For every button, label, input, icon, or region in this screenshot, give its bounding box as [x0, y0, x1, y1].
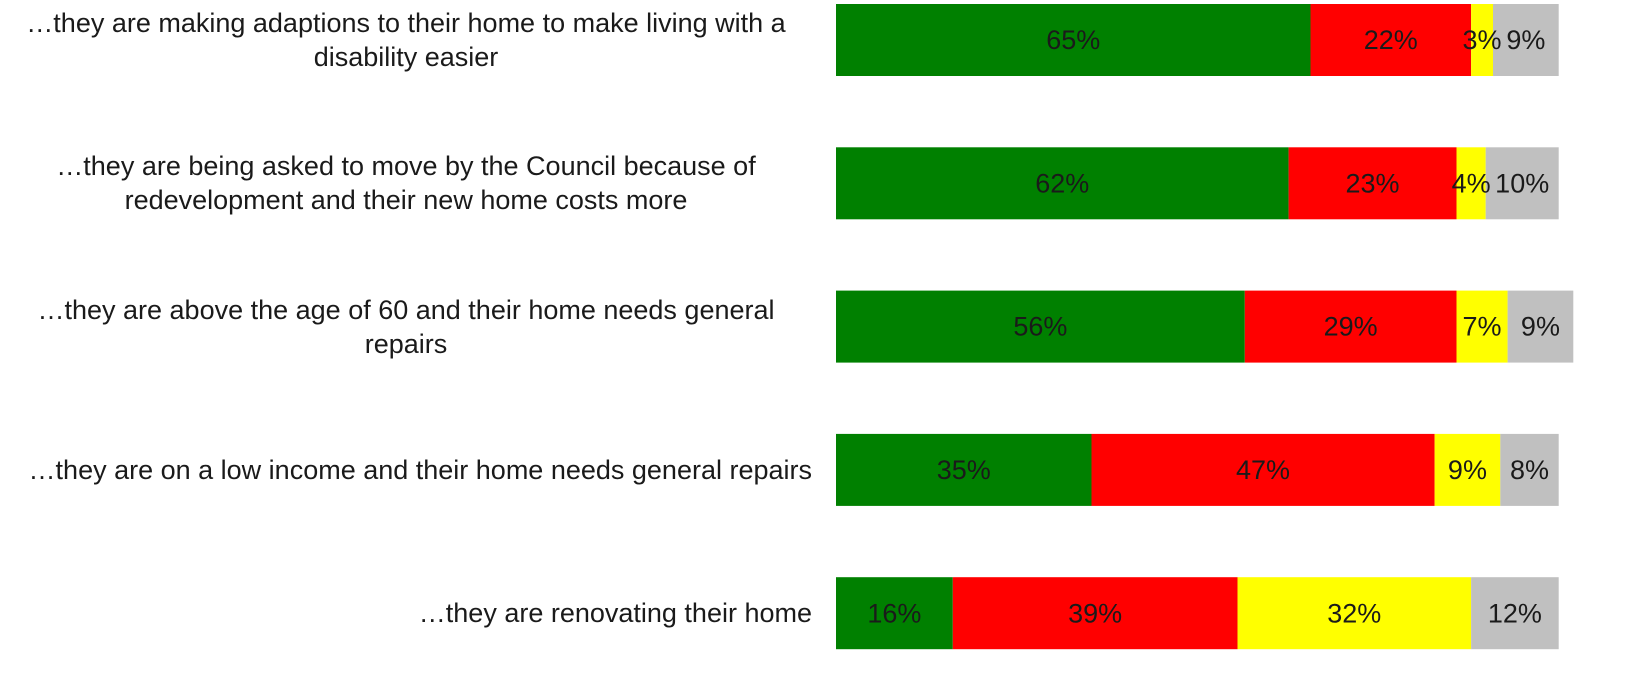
bar-segment	[1237, 577, 1472, 650]
category-text: …they are renovating their home	[418, 598, 812, 629]
category-label: …they are above the age of 60 and their …	[0, 282, 812, 372]
bar-segment	[1244, 290, 1457, 363]
bar-segment	[1434, 433, 1501, 506]
bar-segment	[1507, 290, 1574, 363]
value-label: 35%	[937, 455, 991, 485]
bar-segment	[1091, 433, 1435, 506]
category-text: …they are making adaptions to their home…	[26, 8, 786, 72]
value-label: 56%	[1013, 312, 1067, 342]
bar-segment	[836, 4, 1311, 76]
bar-segment	[836, 290, 1245, 363]
bar-segment	[1485, 147, 1559, 220]
value-label: 9%	[1448, 455, 1487, 485]
value-label: 9%	[1506, 25, 1545, 55]
bar-segment	[1456, 147, 1486, 220]
category-label: …they are being asked to move by the Cou…	[0, 138, 812, 228]
value-label: 9%	[1521, 312, 1560, 342]
value-label: 3%	[1463, 25, 1502, 55]
category-label: …they are making adaptions to their home…	[0, 0, 812, 85]
bar-segment	[1493, 4, 1559, 76]
value-label: 4%	[1452, 168, 1491, 198]
category-text: …they are on a low income and their home…	[28, 454, 812, 485]
value-label: 39%	[1068, 598, 1122, 628]
value-label: 16%	[867, 598, 921, 628]
bar-segment	[1500, 433, 1559, 506]
bar-segment	[836, 147, 1289, 220]
value-label: 22%	[1364, 25, 1418, 55]
bar-segment	[1471, 4, 1493, 76]
bar-segment	[1288, 147, 1457, 220]
value-label: 10%	[1495, 168, 1549, 198]
category-label: …they are renovating their home	[0, 568, 812, 658]
value-label: 47%	[1236, 455, 1290, 485]
value-label: 7%	[1463, 312, 1502, 342]
value-label: 12%	[1488, 598, 1542, 628]
category-label: …they are on a low income and their home…	[0, 425, 812, 515]
category-text: …they are above the age of 60 and their …	[37, 294, 775, 359]
bar-segment	[836, 433, 1092, 506]
value-label: 32%	[1327, 598, 1381, 628]
bar-segment	[1471, 577, 1559, 650]
bar-segment	[1310, 4, 1472, 76]
bar-segment	[952, 577, 1238, 650]
value-label: 62%	[1035, 168, 1089, 198]
bar-segment	[1456, 290, 1508, 363]
category-text: …they are being asked to move by the Cou…	[56, 151, 756, 216]
bar-segment	[836, 577, 953, 650]
value-label: 65%	[1046, 25, 1100, 55]
value-label: 23%	[1346, 168, 1400, 198]
value-label: 8%	[1510, 455, 1549, 485]
value-label: 29%	[1324, 312, 1378, 342]
